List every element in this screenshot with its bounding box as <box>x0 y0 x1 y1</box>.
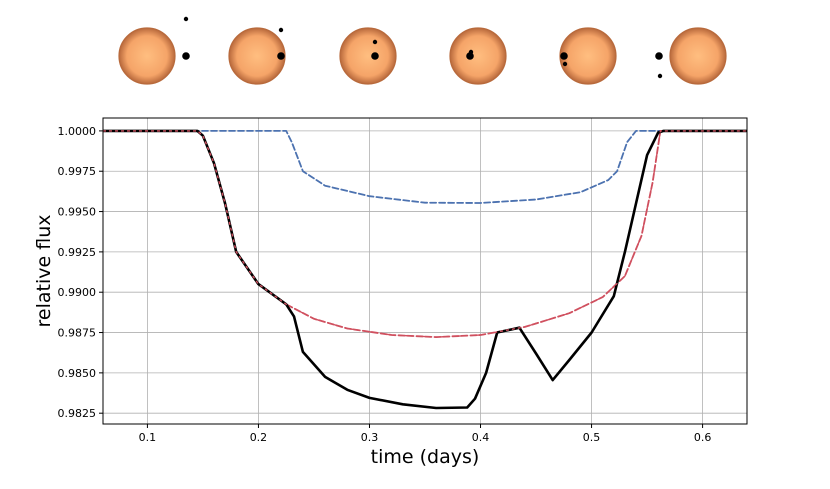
y-tick-label: 0.9825 <box>58 407 97 420</box>
y-tick-label: 0.9900 <box>58 286 97 299</box>
star-disk <box>559 27 617 85</box>
x-tick-label: 0.4 <box>472 431 490 444</box>
series-line-2 <box>103 130 747 338</box>
planet-dot <box>466 52 474 60</box>
x-tick-label: 0.5 <box>583 431 601 444</box>
x-tick-label: 0.3 <box>361 431 379 444</box>
series-line-1 <box>103 130 747 204</box>
planet-dot <box>183 16 189 22</box>
transit-illustration <box>118 16 727 85</box>
y-axis-ticks: 0.9825 0.9850 0.9875 0.9900 0.9925 0.9950 0.99… <box>58 125 103 420</box>
planet-dot <box>277 52 285 60</box>
grid-lines <box>103 118 747 424</box>
x-axis-label: time (days) <box>371 446 480 468</box>
star-disk <box>449 27 507 85</box>
planet-dot <box>371 52 379 60</box>
star-disk <box>118 27 176 85</box>
planet-dot <box>278 27 284 33</box>
y-tick-label: 0.9850 <box>58 367 97 380</box>
y-axis-label: relative flux <box>33 215 55 328</box>
y-tick-label: 0.9875 <box>58 327 97 340</box>
series-line-2-overlay <box>103 130 747 338</box>
x-tick-label: 0.2 <box>250 431 268 444</box>
x-tick-label: 0.6 <box>694 431 712 444</box>
planet-dot <box>562 61 568 67</box>
planet-dot <box>372 39 378 45</box>
planet-dot <box>468 49 474 55</box>
planet-dot <box>657 73 663 79</box>
star-disk <box>669 27 727 85</box>
x-tick-label: 0.1 <box>139 431 157 444</box>
y-tick-label: 1.0000 <box>58 125 97 138</box>
planet-dot <box>182 52 190 60</box>
light-curves <box>103 129 747 410</box>
planet-dot <box>655 52 663 60</box>
y-tick-label: 0.9950 <box>58 206 97 219</box>
planet-dot <box>560 52 568 60</box>
x-axis-ticks: 0.1 0.2 0.3 0.4 0.5 0.6 <box>139 424 712 444</box>
star-disk <box>339 27 397 85</box>
series-line-3 <box>103 129 747 410</box>
y-tick-label: 0.9925 <box>58 246 97 259</box>
plot-frame <box>102 117 748 425</box>
star-disk <box>228 27 286 85</box>
y-tick-label: 0.9975 <box>58 165 97 178</box>
